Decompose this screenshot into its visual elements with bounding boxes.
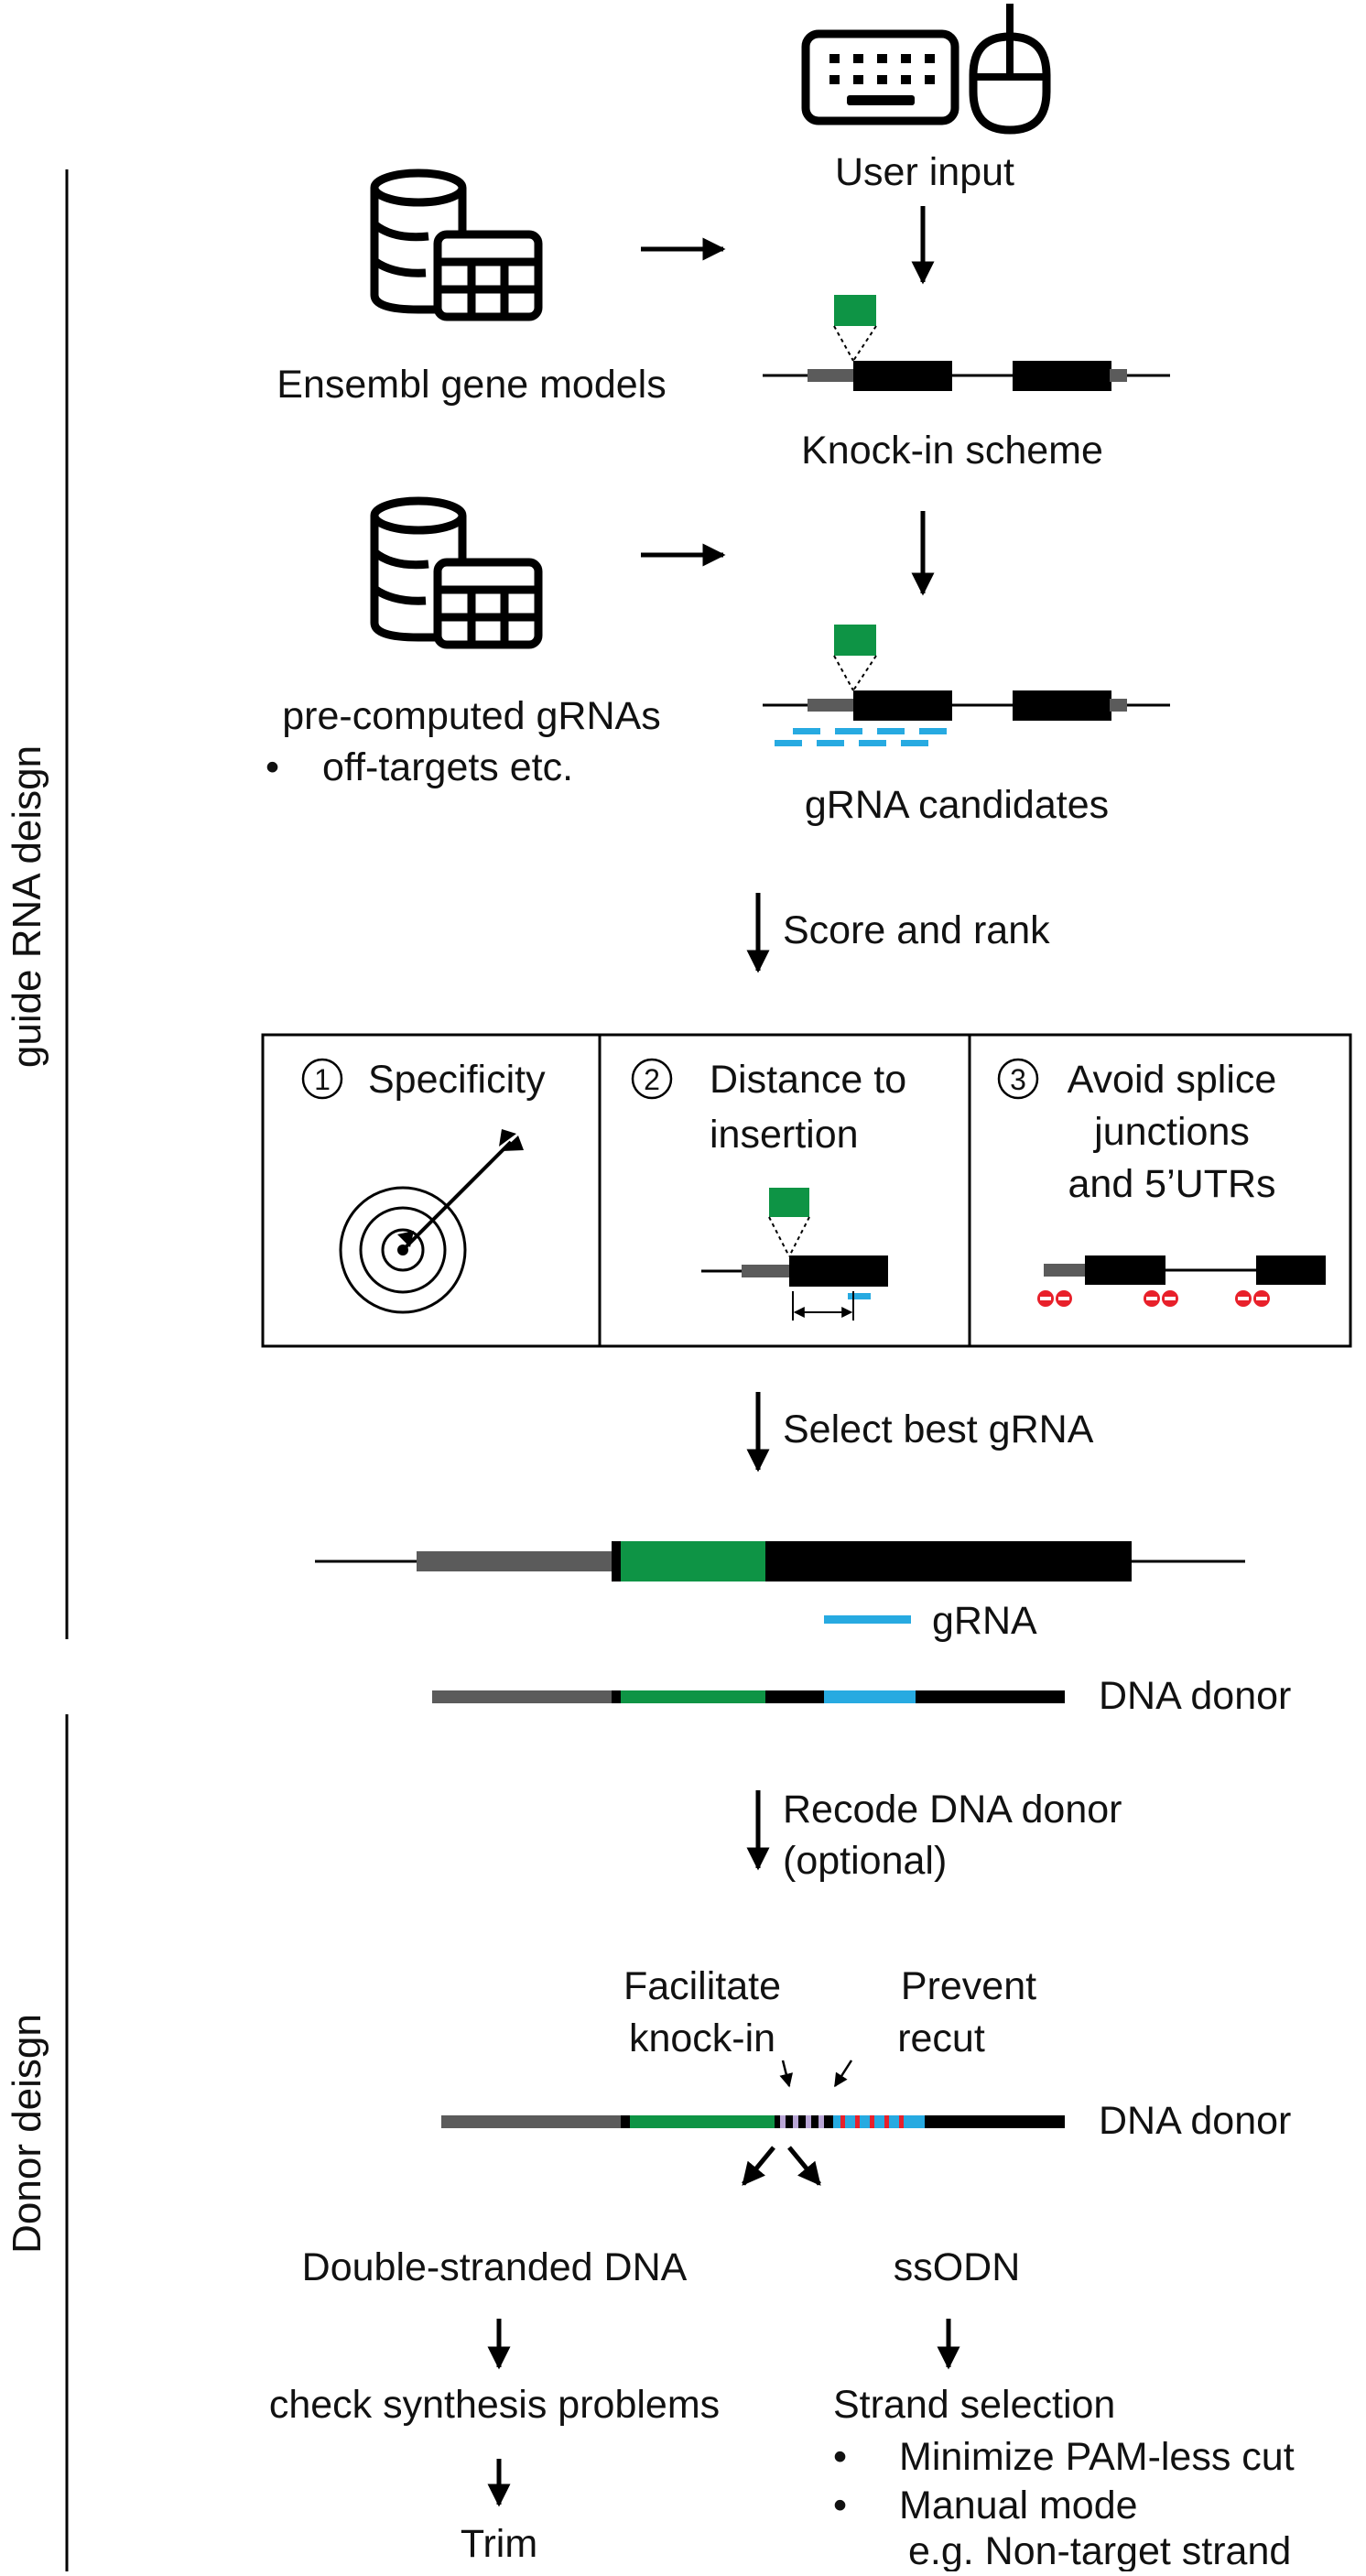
criterion-splice: 3 Avoid splice junctions and 5’UTRs [997, 1058, 1326, 1307]
grna-candidates-gene [763, 625, 1170, 746]
check-synthesis-label: check synthesis problems [269, 2383, 720, 2427]
criterion-3-line2: junctions [1092, 1110, 1250, 1154]
prevent-line2: recut [897, 2016, 985, 2060]
grna-candidates-label: gRNA candidates [805, 783, 1109, 827]
dna-donor-bar [432, 1690, 1065, 1703]
user-input-label: User input [835, 150, 1014, 194]
candidate-grna [793, 728, 820, 734]
grna-mark [848, 1293, 871, 1299]
criterion-3-line3: and 5’UTRs [1068, 1162, 1275, 1206]
knockin-scheme-label: Knock-in scheme [801, 429, 1103, 473]
criterion-distance: 2 Distance to insertion [631, 1058, 906, 1321]
dna-donor-label: DNA donor [1099, 1674, 1291, 1718]
dna-donor-label-2: DNA donor [1099, 2099, 1291, 2143]
donor-section-label: Donor deisgn [5, 2014, 49, 2254]
select-best-label: Select best gRNA [783, 1408, 1094, 1451]
gene-models-label: Ensembl gene models [276, 363, 666, 407]
precomputed-label: pre-computed gRNAs [282, 694, 660, 738]
offtargets-bullet: • [266, 745, 279, 789]
criterion-2-line2: insertion [710, 1113, 859, 1157]
arrow-prevent [833, 2060, 853, 2088]
candidate-grna [877, 728, 905, 734]
prevent-line1: Prevent [901, 1964, 1036, 2008]
avoid-icon [1235, 1290, 1270, 1307]
score-rank-label: Score and rank [783, 908, 1050, 952]
arrow-facilitate [779, 2060, 794, 2088]
minimize-label: Minimize PAM-less cut [899, 2435, 1295, 2479]
insertion-tag [834, 295, 876, 326]
database-table-icon [370, 168, 543, 321]
candidate-grna [901, 740, 928, 746]
ssodn-label: ssODN [894, 2245, 1021, 2289]
grna-label: gRNA [932, 1599, 1037, 1643]
criterion-2-number: 2 [644, 1063, 660, 1096]
candidate-grna [775, 740, 802, 746]
arrow-to-dsdna [742, 2146, 775, 2186]
criterion-1-number: 1 [314, 1063, 331, 1096]
facilitate-line2: knock-in [629, 2016, 775, 2060]
distance-gene-diagram [701, 1188, 888, 1321]
criterion-2-line1: Distance to [710, 1058, 906, 1102]
criterion-3-number: 3 [1010, 1063, 1026, 1096]
keyboard-icon [801, 29, 959, 125]
target-icon [339, 1129, 524, 1314]
candidate-grna [859, 740, 886, 746]
recode-line2: (optional) [783, 1839, 947, 1883]
recoded-donor-bar [441, 2115, 1065, 2128]
minimize-bullet: • [833, 2435, 847, 2479]
manual-label: Manual mode [899, 2484, 1138, 2527]
selected-gene [315, 1541, 1245, 1624]
criteria-panel [261, 1033, 1352, 1348]
mouse-icon [969, 4, 1051, 135]
criterion-1-label: Specificity [368, 1058, 546, 1102]
trim-label: Trim [461, 2522, 537, 2566]
avoid-icon [1037, 1290, 1072, 1307]
nontarget-label: e.g. Non-target strand [908, 2529, 1291, 2571]
double-stranded-label: Double-stranded DNA [302, 2245, 688, 2289]
selected-grna [824, 1615, 911, 1624]
criterion-specificity: 1 Specificity [301, 1058, 546, 1314]
candidate-grna [919, 728, 947, 734]
strand-selection-label: Strand selection [833, 2383, 1115, 2427]
recode-line1: Recode DNA donor [783, 1788, 1122, 1831]
avoid-icon [1144, 1290, 1178, 1307]
criterion-3-line1: Avoid splice [1068, 1058, 1277, 1102]
knockin-scheme-gene [763, 295, 1170, 391]
guide-section-label: guide RNA deisgn [5, 745, 49, 1068]
manual-bullet: • [833, 2484, 847, 2527]
facilitate-line1: Facilitate [623, 1964, 781, 2008]
candidate-grna [835, 728, 862, 734]
offtargets-label: off-targets etc. [322, 745, 573, 789]
splice-gene-diagram [1037, 1255, 1326, 1307]
candidate-grna [817, 740, 844, 746]
database-table-icon [370, 496, 543, 649]
insertion-tag [834, 625, 876, 656]
arrow-to-ssodn [787, 2146, 821, 2186]
